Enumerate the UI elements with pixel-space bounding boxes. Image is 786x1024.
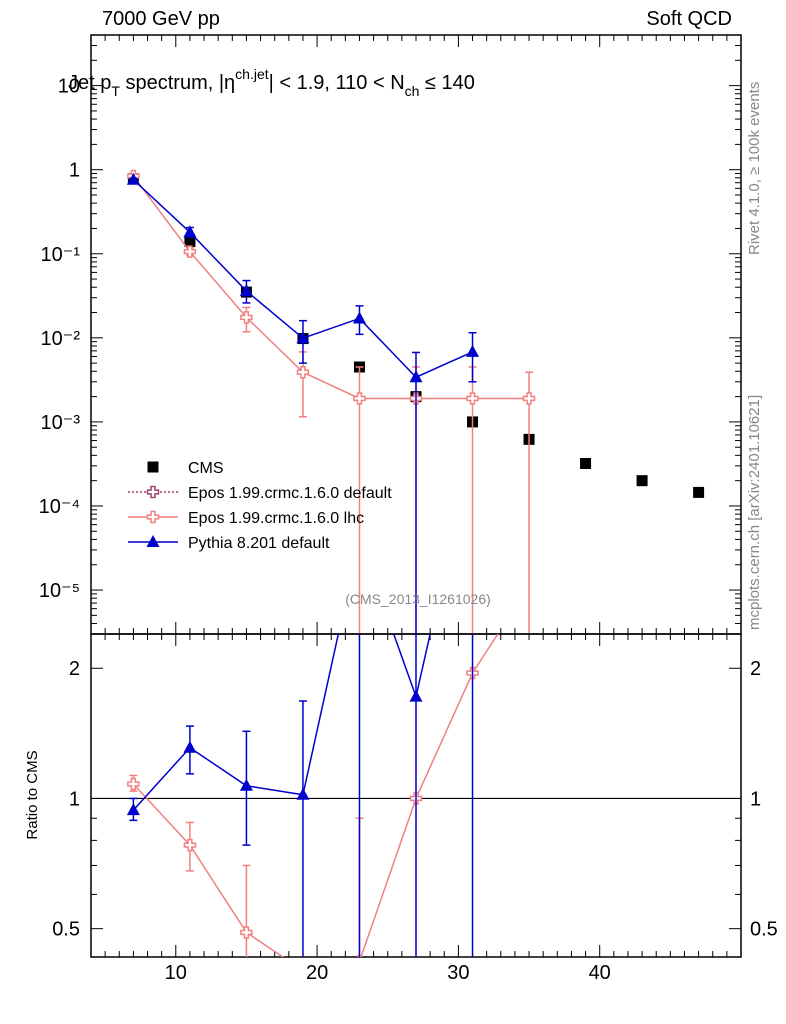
- data-point: [239, 284, 253, 297]
- legend-label: Epos 1.99.crmc.1.6.0 default: [188, 485, 392, 502]
- ratio-y-tick-label-right: 0.5: [750, 919, 778, 941]
- legend-label: CMS: [188, 460, 224, 477]
- legend-item: Epos 1.99.crmc.1.6.0 default: [128, 485, 392, 502]
- ratio-y-tick-label-right: 2: [750, 658, 761, 680]
- mcplots-label: mcplots.cern.ch [arXiv:2401.10621]: [746, 394, 763, 630]
- ratio-point: [409, 689, 423, 702]
- ratio-point: [126, 803, 140, 816]
- y-tick-label: 10: [58, 76, 80, 98]
- y-tick-label: 10⁻⁵: [39, 580, 80, 602]
- data-point: [353, 392, 366, 405]
- legend-label: Epos 1.99.crmc.1.6.0 lhc: [188, 510, 364, 527]
- header-energy: 7000 GeV pp: [102, 8, 220, 30]
- ratio-line: [132, 634, 499, 957]
- ratio-y-tick-label: 2: [69, 658, 80, 680]
- data-point: [184, 235, 196, 247]
- legend-item: CMS: [147, 460, 224, 477]
- legend-marker: [147, 461, 159, 473]
- ratio-point: [239, 778, 253, 791]
- data-point: [183, 245, 197, 258]
- ratio-point: [296, 787, 310, 800]
- data-point: [352, 311, 366, 324]
- ratio-y-tick-label: 1: [69, 788, 80, 810]
- legend-marker: [146, 510, 160, 524]
- data-point: [466, 344, 480, 357]
- x-tick-label: 10: [165, 962, 187, 984]
- ratio-y-tick-label-right: 1: [750, 788, 761, 810]
- ratio-point: [183, 740, 197, 753]
- data-point: [126, 172, 140, 185]
- legend: CMS Epos 1.99.crmc.1.6.0 default Epos 1.99…: [128, 460, 392, 552]
- y-tick-label: 10⁻²: [41, 328, 81, 350]
- data-point: [693, 486, 705, 498]
- data-point: [296, 331, 310, 344]
- data-point: [409, 370, 423, 383]
- legend-label: Pythia 8.201 default: [188, 535, 330, 552]
- ratio-data: [126, 634, 499, 957]
- x-tick-label: 40: [589, 962, 611, 984]
- legend-marker: [146, 535, 160, 547]
- data-point: [240, 311, 253, 324]
- ratio-point: [127, 777, 140, 791]
- ratio-point: [183, 838, 197, 852]
- data-point: [636, 475, 648, 487]
- data-point: [466, 392, 479, 405]
- series-line: [132, 175, 530, 400]
- ratio-point: [240, 926, 253, 939]
- y-tick-label: 10⁻⁴: [39, 496, 80, 518]
- legend-marker: [146, 485, 160, 499]
- x-tick-label: 20: [306, 962, 328, 984]
- data-point: [183, 225, 197, 238]
- main-panel: 10 1 10⁻¹ 10⁻² 10⁻³ 10⁻⁴ 10⁻⁵: [39, 34, 742, 635]
- y-tick-label: 10⁻¹: [41, 244, 81, 266]
- ratio-y-tick-label: 0.5: [52, 919, 80, 941]
- analysis-id: (CMS_2013_I1261026): [345, 591, 491, 607]
- data-point: [580, 458, 592, 470]
- main-data: [126, 169, 705, 634]
- y-tick-label: 1: [69, 160, 80, 182]
- x-tick-label: 30: [447, 962, 469, 984]
- data-point: [296, 365, 310, 379]
- rivet-label: Rivet 4.1.0, ≥ 100k events: [746, 81, 763, 255]
- y-tick-label: 10⁻³: [41, 412, 81, 434]
- chart-title: Jet pT spectrum, |ηch.jet| < 1.9, 110 < …: [68, 66, 475, 99]
- legend-item: Epos 1.99.crmc.1.6.0 lhc: [128, 510, 364, 527]
- ratio-panel: 10 20 30 40 0.5 0.5 1 1 2 2: [52, 633, 778, 984]
- ratio-ylabel: Ratio to CMS: [24, 750, 41, 839]
- legend-item: Pythia 8.201 default: [128, 535, 330, 552]
- header-category: Soft QCD: [646, 8, 732, 30]
- data-point: [522, 392, 536, 405]
